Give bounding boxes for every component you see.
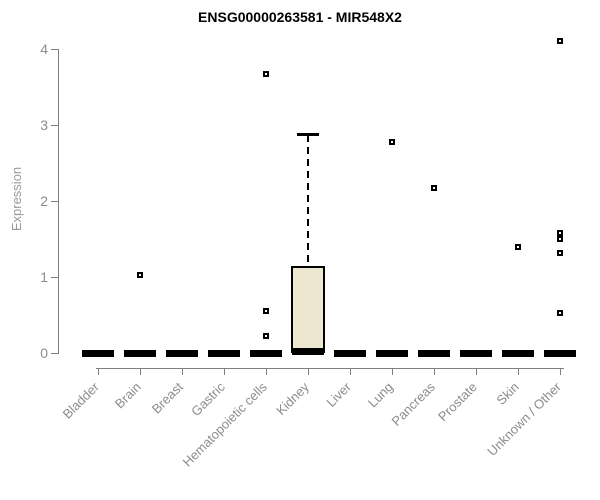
y-tick-label: 3 — [40, 117, 48, 133]
y-tick-label: 1 — [40, 269, 48, 285]
outlier-point — [263, 308, 269, 315]
boxplot-whisker — [307, 134, 309, 266]
outlier-point — [557, 309, 563, 316]
x-axis-tick — [308, 368, 309, 375]
y-axis-tick — [51, 49, 58, 50]
outlier-point — [515, 243, 521, 250]
boxplot-median — [166, 350, 198, 357]
x-axis-tick — [476, 368, 477, 375]
y-axis-tick — [51, 201, 58, 202]
boxplot-median — [82, 350, 114, 357]
x-axis-tick — [182, 368, 183, 375]
boxplot-median — [250, 350, 282, 357]
y-axis-tick — [51, 125, 58, 126]
x-axis-tick — [224, 368, 225, 375]
outlier-point — [557, 229, 563, 236]
x-axis-tick — [518, 368, 519, 375]
x-axis-tick — [266, 368, 267, 375]
boxplot-median — [334, 350, 366, 357]
y-axis-tick — [51, 277, 58, 278]
boxplot-median — [292, 348, 324, 356]
y-tick-label: 4 — [40, 41, 48, 57]
boxplot-box — [291, 265, 325, 353]
outlier-point — [557, 249, 563, 256]
x-axis-tick — [560, 368, 561, 375]
boxplot-median — [544, 350, 576, 357]
x-axis-tick — [140, 368, 141, 375]
boxplot-median — [460, 350, 492, 357]
x-axis-tick — [350, 368, 351, 375]
outlier-point — [389, 139, 395, 146]
y-tick-label: 0 — [40, 345, 48, 361]
boxplot-whisker-cap — [297, 132, 319, 136]
boxplot-median — [502, 350, 534, 357]
y-axis-line — [58, 49, 59, 354]
y-axis-tick — [51, 353, 58, 354]
outlier-point — [137, 272, 143, 279]
x-axis-tick — [98, 368, 99, 375]
y-tick-label: 2 — [40, 193, 48, 209]
outlier-point — [557, 236, 563, 242]
outlier-point — [263, 333, 269, 340]
boxplot-median — [208, 350, 240, 357]
outlier-point — [431, 185, 437, 192]
outlier-point — [557, 38, 563, 45]
x-axis-tick — [392, 368, 393, 375]
boxplot-median — [418, 350, 450, 357]
boxplot-median — [124, 350, 156, 357]
x-axis-tick — [434, 368, 435, 375]
x-tick-label: Unknown / Other — [484, 379, 564, 459]
chart-title: ENSG00000263581 - MIR548X2 — [198, 9, 402, 25]
boxplot-median — [376, 350, 408, 357]
outlier-point — [263, 71, 269, 78]
x-axis-line — [96, 368, 564, 369]
